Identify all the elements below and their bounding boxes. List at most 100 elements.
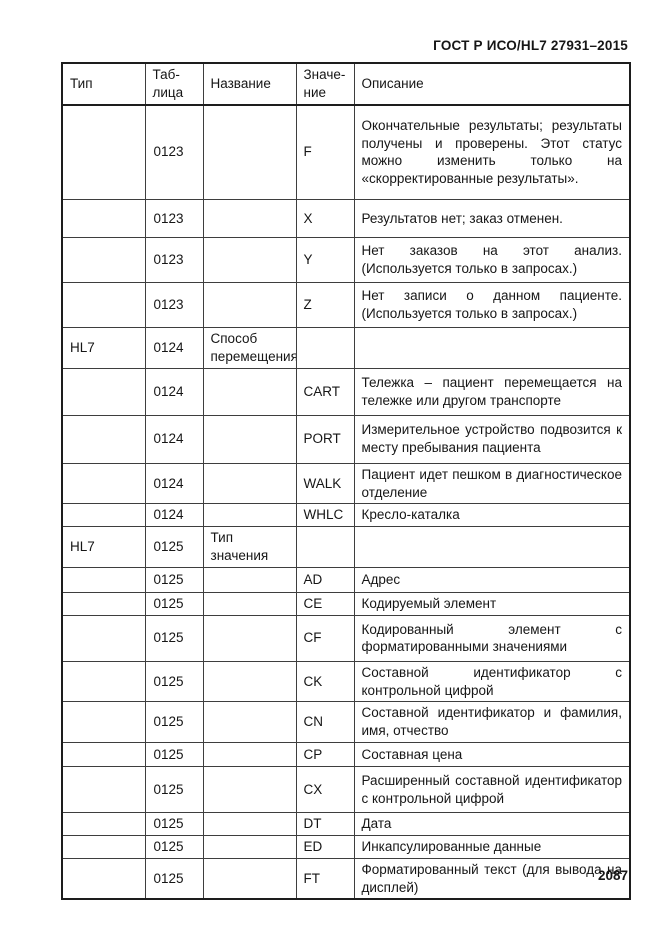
cell-type	[61, 199, 146, 239]
table-row: 0125 DT Дата	[61, 812, 631, 836]
cell-description: Результатов нет; заказ отменен.	[353, 199, 631, 239]
cell-name	[202, 812, 297, 836]
cell-table-id: 0125	[144, 614, 204, 662]
cell-table-id: 0123	[144, 199, 204, 239]
cell-description: Окончательные результаты; результаты пол…	[353, 104, 631, 201]
cell-name	[202, 199, 297, 239]
column-header-tab: Таб- лица	[144, 62, 204, 106]
cell-type	[61, 104, 146, 201]
page-number: 2087	[597, 868, 628, 883]
cell-type	[61, 566, 146, 593]
table-row: 0124 WALK Пациент идет пешком в диагност…	[61, 462, 631, 505]
cell-name	[202, 462, 297, 505]
cell-value: CART	[295, 367, 355, 416]
cell-name	[202, 414, 297, 464]
cell-table-id: 0124	[144, 367, 204, 416]
hl7-codes-table: Тип Таб- лица Название Значе- ние Описание 0…	[61, 62, 631, 901]
table-row: 0124 CART Тележка – пациент перемещается…	[61, 367, 631, 416]
cell-value: F	[295, 104, 355, 201]
cell-type	[61, 503, 146, 528]
cell-description: Составная цена	[353, 742, 631, 768]
cell-value	[295, 327, 355, 369]
cell-table-id: 0125	[144, 812, 204, 836]
cell-name: Тип значения	[202, 526, 297, 568]
table-row: 0125 FT Форматированный текст (для вывод…	[61, 857, 631, 900]
cell-description: Дата	[353, 812, 631, 836]
cell-value: CF	[295, 614, 355, 662]
cell-name	[202, 742, 297, 768]
cell-description: Нет заказов на этот анализ. (Используетс…	[353, 237, 631, 284]
cell-description: Составной идентификатор и фамилия, имя, …	[353, 701, 631, 744]
cell-type	[61, 812, 146, 836]
cell-type	[61, 766, 146, 814]
table-header-row: Тип Таб- лица Название Значе- ние Описание	[61, 62, 631, 106]
cell-name	[202, 566, 297, 593]
cell-value: CK	[295, 660, 355, 703]
table-row: 0125 CN Составной идентификатор и фамили…	[61, 701, 631, 744]
cell-name	[202, 503, 297, 528]
cell-description: Составной идентификатор с контрольной ци…	[353, 660, 631, 703]
cell-type	[61, 834, 146, 859]
cell-type	[61, 414, 146, 464]
cell-description: Кодируемый элемент	[353, 591, 631, 616]
cell-description: Расширенный составной идентификатор с ко…	[353, 766, 631, 814]
cell-description: Нет записи о данном пациенте. (Используе…	[353, 282, 631, 329]
cell-value: Y	[295, 237, 355, 284]
cell-table-id: 0125	[144, 742, 204, 768]
column-header-name: Название	[202, 62, 297, 106]
cell-description: Инкапсулированные данные	[353, 834, 631, 859]
table-row: 0125 CE Кодируемый элемент	[61, 591, 631, 616]
cell-table-id: 0125	[144, 566, 204, 593]
cell-description	[353, 526, 631, 568]
cell-value: CN	[295, 701, 355, 744]
cell-description: Адрес	[353, 566, 631, 593]
table-row: 0123 X Результатов нет; заказ отменен.	[61, 199, 631, 239]
cell-value: Z	[295, 282, 355, 329]
cell-name	[202, 834, 297, 859]
cell-type	[61, 701, 146, 744]
cell-name	[202, 591, 297, 616]
cell-name	[202, 766, 297, 814]
cell-type	[61, 462, 146, 505]
cell-description	[353, 327, 631, 369]
cell-type: HL7	[61, 526, 146, 568]
cell-name: Способ перемещения	[202, 327, 297, 369]
table-row: 0125 CP Составная цена	[61, 742, 631, 768]
cell-value: WALK	[295, 462, 355, 505]
table-row: 0125 CX Расширенный составной идентифика…	[61, 766, 631, 814]
cell-value: WHLC	[295, 503, 355, 528]
table-row: HL7 0124 Способ перемещения	[61, 327, 631, 369]
cell-name	[202, 857, 297, 900]
cell-value: CX	[295, 766, 355, 814]
cell-type	[61, 591, 146, 616]
table-row: 0125 ED Инкапсулированные данные	[61, 834, 631, 859]
cell-table-id: 0125	[144, 591, 204, 616]
cell-table-id: 0125	[144, 766, 204, 814]
table-row: 0124 PORT Измерительное устройство подво…	[61, 414, 631, 464]
cell-table-id: 0124	[144, 462, 204, 505]
cell-value: DT	[295, 812, 355, 836]
cell-type	[61, 367, 146, 416]
cell-table-id: 0125	[144, 701, 204, 744]
column-header-value: Значе- ние	[295, 62, 355, 106]
cell-type	[61, 237, 146, 284]
cell-description: Пациент идет пешком в диагностическое от…	[353, 462, 631, 505]
table-row: 0123 Z Нет записи о данном пациенте. (Ис…	[61, 282, 631, 329]
cell-type	[61, 742, 146, 768]
cell-value: ED	[295, 834, 355, 859]
cell-description: Измерительное устройство подвозится к ме…	[353, 414, 631, 464]
column-header-desc: Описание	[353, 62, 631, 106]
running-header: ГОСТ Р ИСО/HL7 27931–2015	[433, 38, 628, 53]
cell-type	[61, 857, 146, 900]
table-row: 0124 WHLC Кресло-каталка	[61, 503, 631, 528]
cell-value: CP	[295, 742, 355, 768]
cell-value: PORT	[295, 414, 355, 464]
cell-value: CE	[295, 591, 355, 616]
cell-table-id: 0123	[144, 104, 204, 201]
cell-value: X	[295, 199, 355, 239]
cell-value: FT	[295, 857, 355, 900]
cell-type	[61, 282, 146, 329]
cell-table-id: 0124	[144, 503, 204, 528]
table-row: 0123 Y Нет заказов на этот анализ. (Испо…	[61, 237, 631, 284]
cell-table-id: 0124	[144, 414, 204, 464]
